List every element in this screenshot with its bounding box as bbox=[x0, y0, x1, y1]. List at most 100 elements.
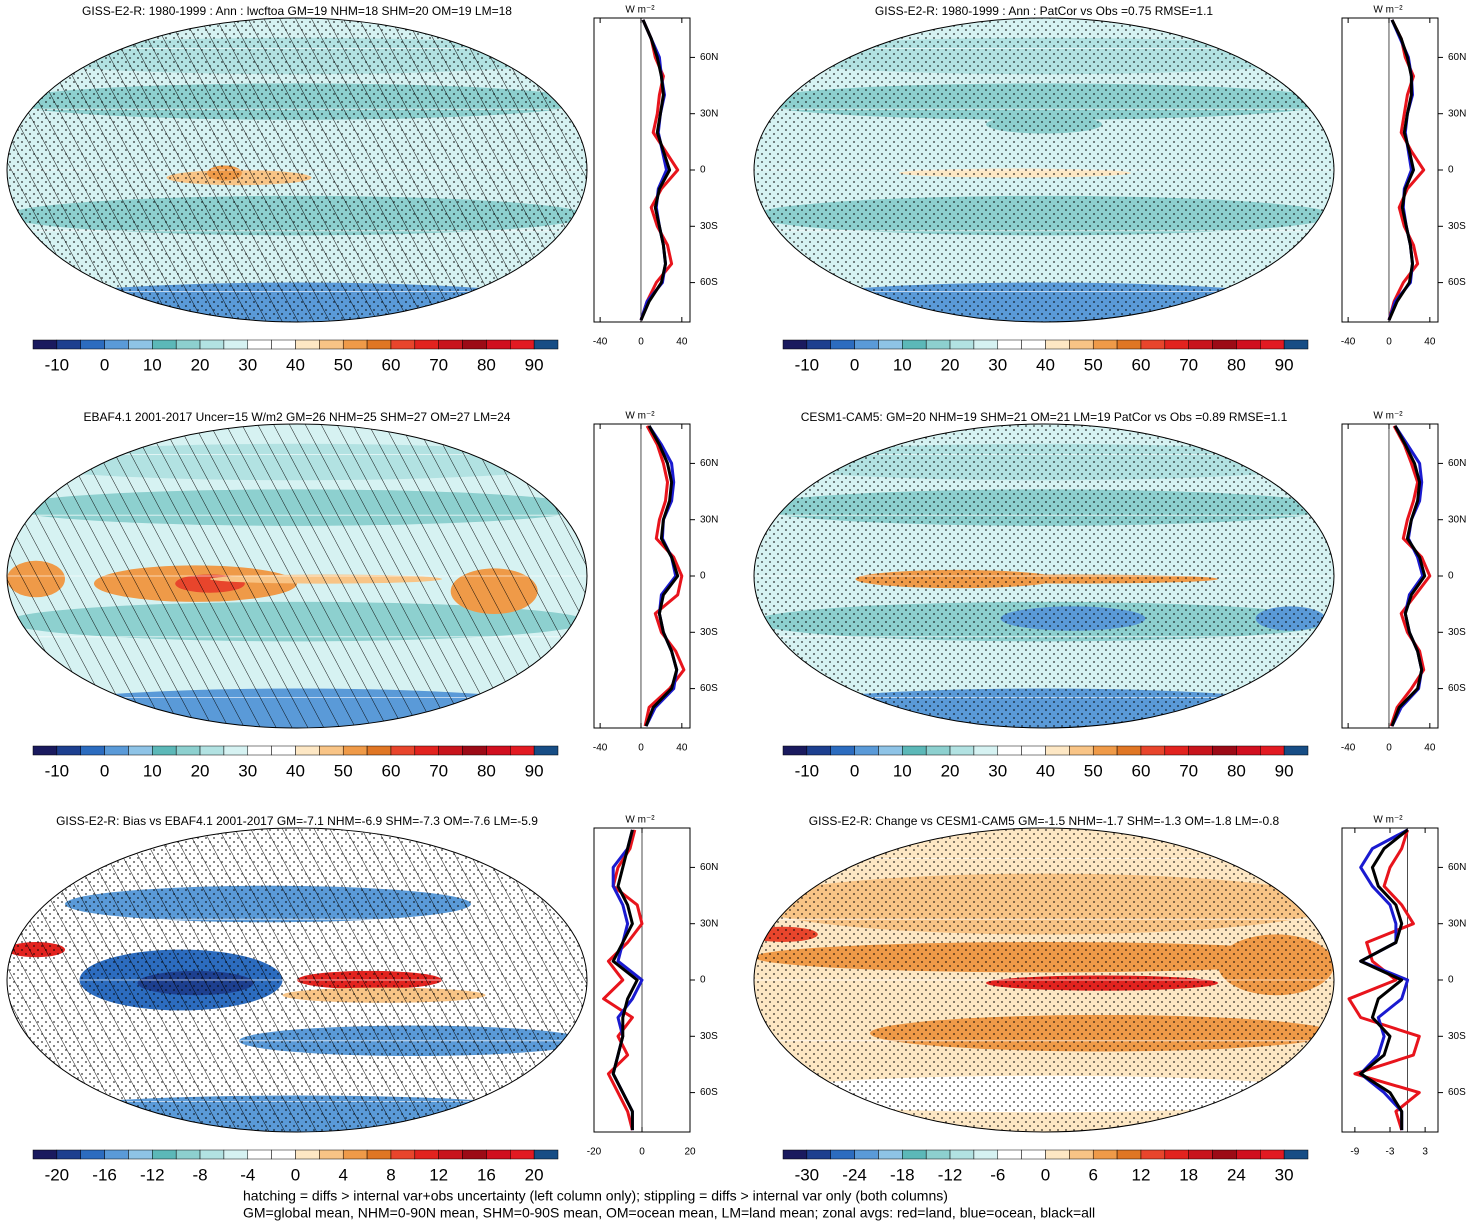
colorbar-label: 18 bbox=[1179, 1165, 1198, 1184]
colorbar-box bbox=[319, 745, 344, 756]
colorbar-box bbox=[414, 745, 439, 756]
unit-label: W m⁻² bbox=[1373, 815, 1403, 826]
zonal-line bbox=[1390, 425, 1427, 727]
colorbar-box bbox=[997, 1149, 1022, 1160]
x-tick-label: 40 bbox=[1424, 743, 1436, 754]
y-tick-label: 60S bbox=[1448, 1087, 1466, 1098]
colorbar-box bbox=[80, 339, 105, 350]
colorbar-box bbox=[56, 339, 81, 350]
colorbar-box bbox=[32, 339, 58, 350]
x-tick-label: -20 bbox=[587, 1147, 602, 1158]
colorbar-label: 0 bbox=[100, 355, 109, 374]
y-tick-label: 30N bbox=[1448, 514, 1466, 525]
map bbox=[7, 424, 587, 728]
y-tick-label: 30N bbox=[1448, 918, 1466, 929]
colorbar-box bbox=[390, 339, 416, 350]
colorbar-label: 90 bbox=[525, 761, 544, 780]
colorbar-label: -8 bbox=[192, 1165, 207, 1184]
colorbar-box bbox=[1236, 1149, 1261, 1160]
y-tick-label: 30N bbox=[700, 514, 718, 525]
colorbar-box bbox=[1260, 339, 1285, 350]
colorbar-label: 50 bbox=[1084, 355, 1103, 374]
colorbar-box bbox=[104, 339, 129, 350]
colorbar-box bbox=[247, 1149, 272, 1160]
map-border bbox=[753, 423, 1335, 729]
y-tick-label: 30N bbox=[700, 918, 718, 929]
colorbar-box bbox=[295, 745, 320, 756]
colorbar-label: -10 bbox=[45, 761, 70, 780]
colorbar-box bbox=[342, 745, 368, 756]
stippling bbox=[754, 828, 1334, 1132]
colorbar-box bbox=[438, 745, 463, 756]
colorbar-box bbox=[878, 339, 903, 350]
colorbar-label: 40 bbox=[1036, 761, 1055, 780]
colorbar-label: -12 bbox=[938, 1165, 963, 1184]
y-tick-label: 0 bbox=[1448, 571, 1454, 582]
colorbar-label: 40 bbox=[286, 355, 305, 374]
map-border bbox=[753, 17, 1335, 323]
colorbar-box bbox=[366, 745, 392, 756]
y-tick-label: 60S bbox=[1448, 683, 1466, 694]
hatching bbox=[7, 18, 587, 322]
y-tick-label: 30S bbox=[700, 221, 718, 232]
colorbar-label: 60 bbox=[1131, 355, 1150, 374]
colorbar-box bbox=[1164, 339, 1189, 350]
colorbar-box bbox=[1188, 1149, 1213, 1160]
panel-title: EBAF4.1 2001-2017 Uncer=15 W/m2 GM=26 NH… bbox=[84, 410, 511, 424]
colorbar-box bbox=[104, 1149, 129, 1160]
colorbar-box bbox=[902, 745, 927, 756]
colorbar-box bbox=[104, 745, 129, 756]
x-tick-label: -40 bbox=[593, 743, 608, 754]
y-tick-label: 30N bbox=[700, 108, 718, 119]
colorbar-box bbox=[510, 1149, 535, 1160]
colorbar-label: 30 bbox=[988, 761, 1007, 780]
zonal-line bbox=[1387, 19, 1415, 321]
colorbar-box bbox=[1021, 745, 1046, 756]
colorbar-label: 16 bbox=[477, 1165, 496, 1184]
colorbar-box bbox=[175, 339, 201, 350]
colorbar-box bbox=[1116, 1149, 1142, 1160]
colorbar-box bbox=[438, 339, 463, 350]
colorbar-box bbox=[462, 339, 487, 350]
colorbar-box bbox=[782, 1149, 808, 1160]
y-tick-label: 30S bbox=[700, 1031, 718, 1042]
colorbar-label: 80 bbox=[1227, 761, 1246, 780]
map bbox=[7, 828, 587, 1132]
colorbar-label: 50 bbox=[1084, 761, 1103, 780]
colorbar-label: 20 bbox=[191, 761, 210, 780]
note: hatching = diffs > internal var+obs unce… bbox=[243, 1188, 948, 1204]
zonal-frame bbox=[1341, 827, 1439, 1133]
colorbar-label: 10 bbox=[143, 761, 162, 780]
colorbar-box bbox=[247, 339, 272, 350]
colorbar-box bbox=[973, 339, 999, 350]
colorbar-label: 90 bbox=[525, 355, 544, 374]
stippling bbox=[754, 424, 1334, 728]
colorbar-box bbox=[1140, 745, 1166, 756]
colorbar-box bbox=[1045, 339, 1070, 350]
colorbar-box bbox=[128, 339, 153, 350]
colorbar-box bbox=[56, 1149, 81, 1160]
zonal-line bbox=[602, 829, 644, 1131]
map bbox=[754, 424, 1334, 728]
colorbar-box bbox=[878, 1149, 903, 1160]
y-tick-label: 60S bbox=[700, 683, 718, 694]
colorbar-box bbox=[1140, 1149, 1166, 1160]
colorbar-label: 0 bbox=[1041, 1165, 1050, 1184]
colorbar-label: 4 bbox=[338, 1165, 347, 1184]
y-tick-label: 60S bbox=[700, 277, 718, 288]
x-tick-label: 20 bbox=[684, 1147, 696, 1158]
x-tick-label: 0 bbox=[639, 1147, 645, 1158]
y-tick-label: 60N bbox=[700, 52, 718, 63]
colorbar-box bbox=[1092, 745, 1118, 756]
colorbar-box bbox=[390, 745, 416, 756]
colorbar-box bbox=[1283, 1149, 1309, 1160]
zonal-line bbox=[611, 829, 639, 1131]
colorbar-label: -16 bbox=[92, 1165, 117, 1184]
colorbar-box bbox=[414, 1149, 439, 1160]
colorbar-label: 10 bbox=[143, 355, 162, 374]
colorbar-box bbox=[510, 745, 535, 756]
colorbar-box bbox=[128, 1149, 153, 1160]
colorbar-box bbox=[1116, 339, 1142, 350]
colorbar-box bbox=[80, 1149, 105, 1160]
